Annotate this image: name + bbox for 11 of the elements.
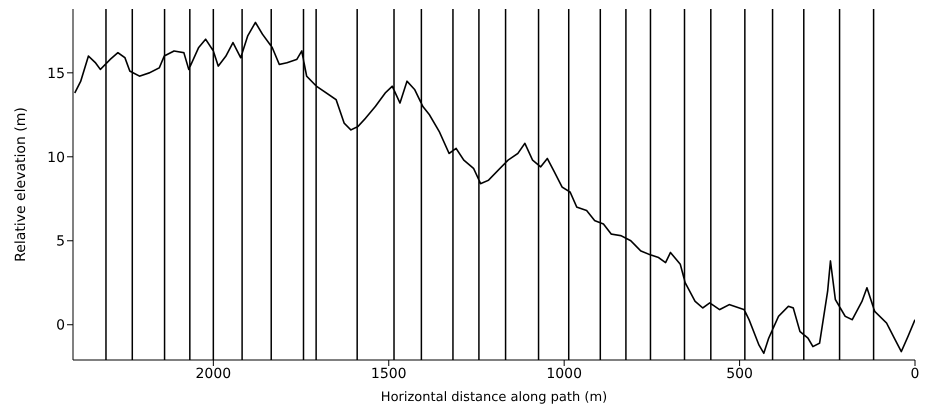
x-axis-title: Horizontal distance along path (m) bbox=[380, 390, 608, 405]
y-tick-label: 0 bbox=[56, 318, 65, 334]
x-tick-label: 1500 bbox=[370, 366, 407, 382]
x-tick-label: 0 bbox=[910, 366, 920, 382]
x-tick-label: 2000 bbox=[196, 366, 232, 382]
y-tick-label: 15 bbox=[47, 66, 65, 82]
y-tick-label: 10 bbox=[47, 150, 65, 166]
x-tick-label: 1000 bbox=[546, 366, 582, 382]
x-tick-label: 500 bbox=[726, 366, 753, 382]
y-axis-title: Relative elevation (m) bbox=[12, 107, 29, 262]
y-tick-label: 5 bbox=[56, 234, 65, 250]
